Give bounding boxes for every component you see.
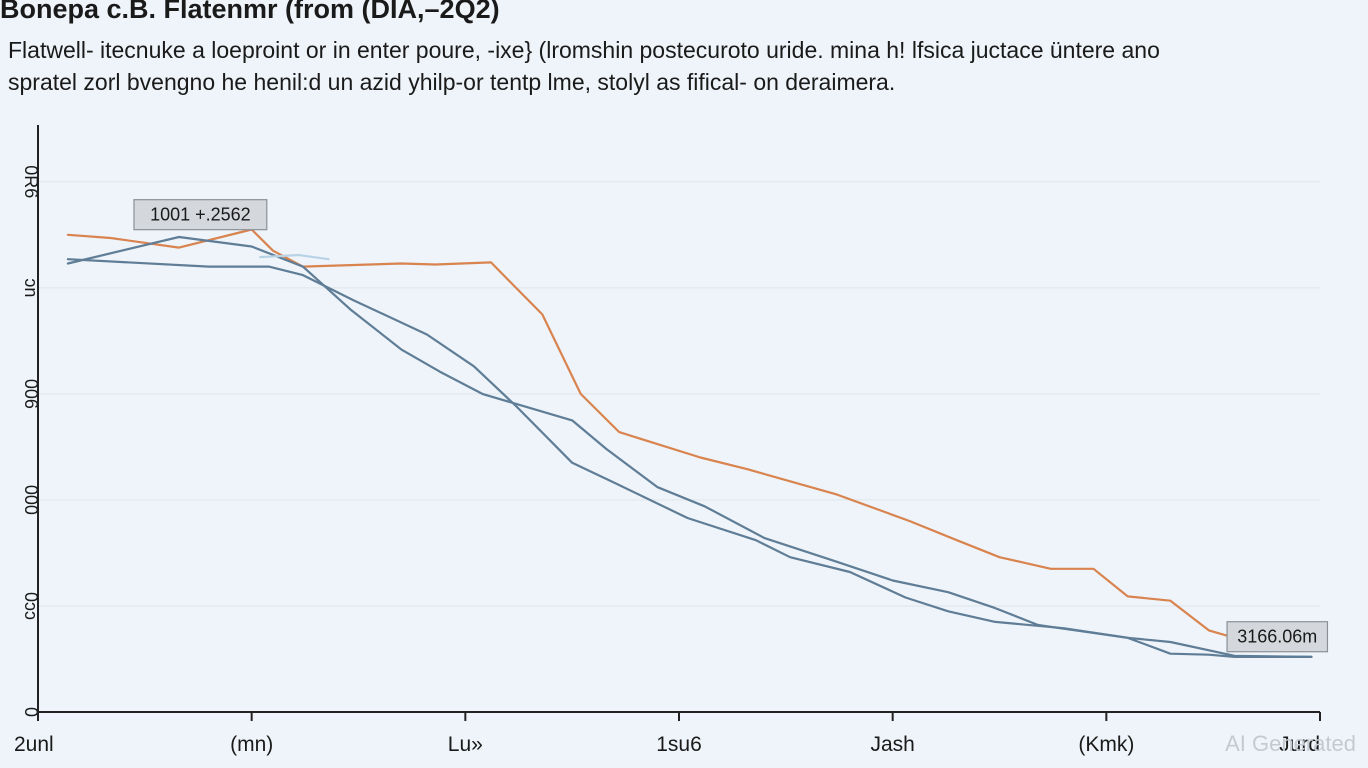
x-tick-label: 1su6 [656, 733, 702, 756]
x-tick-label: 2unl [14, 733, 54, 756]
series-line-3 [66, 258, 1313, 659]
annotation-box [133, 199, 268, 231]
y-tick-label: ɔn [21, 278, 41, 297]
subtitle-line-1: Flatwell- itecnuke a loeproint or in ent… [8, 37, 1160, 63]
chart-title: Bonepa c.B. Flatenmr (from (DIA,–2Q2) [0, 0, 500, 24]
x-tick-label: Jurd [1279, 733, 1320, 756]
x-tick-label: (Kmk) [1078, 733, 1134, 756]
annotation-label: 1001 +.2562 [150, 205, 251, 225]
x-tick-label: (mn) [230, 733, 273, 756]
y-tick-label: 000 [21, 485, 41, 515]
y-tick-label: 0 [21, 707, 41, 717]
annotation-box [1226, 621, 1329, 653]
series-line-2 [66, 235, 1313, 659]
series-line-4 [259, 253, 330, 261]
series-line-1 [66, 228, 1313, 639]
chart-subtitle: Flatwell- itecnuke a loeproint or in ent… [8, 34, 1348, 98]
x-tick-label: Jash [870, 733, 914, 756]
ai-generated-watermark: AI Generated [1225, 731, 1356, 756]
y-tick-label: 0ɔɔ [21, 592, 41, 620]
y-tick-label: 006 [21, 379, 41, 409]
subtitle-line-2: spratel zorl bvengno he henil:d un azid … [8, 69, 896, 95]
y-tick-label: 0R6 [21, 165, 41, 198]
x-tick-label: Lu» [448, 733, 483, 756]
annotation-label: 3166.06m [1237, 627, 1317, 647]
